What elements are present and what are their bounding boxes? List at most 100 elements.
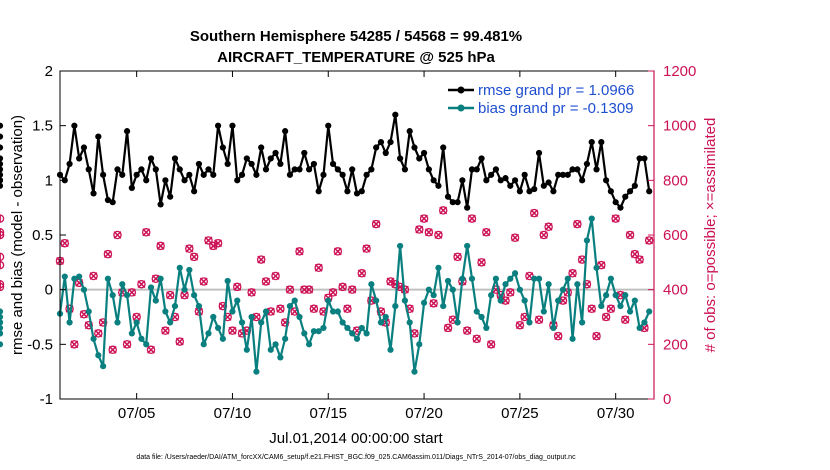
rmse-point (229, 122, 236, 129)
obs-count-point (343, 304, 352, 314)
rmse-point (387, 138, 394, 146)
obs-count-point (601, 312, 611, 322)
obs-count-point (0, 260, 5, 270)
obs-count-point (419, 214, 429, 223)
rmse-point (191, 188, 198, 195)
rmse-point (76, 155, 83, 162)
bias-point (248, 313, 255, 321)
bias-point (267, 346, 274, 353)
obs-count-point (415, 225, 424, 234)
obs-count-point (534, 315, 544, 324)
obs-count-point (371, 219, 381, 229)
rmse-point (641, 155, 648, 162)
obs-count-point (482, 228, 491, 237)
chart-title: Southern Hemisphere 54285 / 54568 = 99.4… (190, 28, 522, 45)
obs-count-point (276, 304, 285, 314)
rmse-point (502, 175, 509, 182)
obs-count-point (434, 230, 443, 240)
rmse-series-line (59, 113, 651, 209)
rmse-point (382, 149, 389, 157)
bias-point (85, 308, 92, 315)
rmse-point (152, 166, 159, 173)
rmse-point (368, 166, 375, 173)
bias-point (128, 330, 135, 337)
y-tick-label-left: 1 (45, 172, 53, 189)
bias-point (80, 286, 88, 293)
bias-point (224, 277, 231, 285)
bias-point (210, 313, 217, 321)
bias-point (167, 319, 174, 326)
data-file-footnote: data file: /Users/raeder/DAI/ATM_forcXX/… (136, 454, 576, 461)
rmse-point (282, 128, 289, 135)
obs-count-point (621, 315, 630, 324)
obs-count-point (443, 323, 453, 333)
rmse-point (344, 188, 351, 195)
obs-count-point (295, 247, 304, 256)
rmse-point (114, 166, 121, 173)
rmse-point (564, 171, 571, 178)
rmse-point (531, 185, 538, 193)
rmse-point (66, 160, 73, 168)
bias-point (502, 281, 509, 288)
bias-point (76, 273, 83, 280)
obs-count-point (256, 255, 266, 264)
rmse-point (325, 122, 332, 129)
rmse-point (353, 190, 361, 197)
rmse-point (0, 155, 4, 162)
rmse-point (607, 188, 614, 195)
rmse-point (315, 188, 322, 195)
bias-point (468, 275, 476, 282)
rmse-point (617, 204, 624, 211)
rmse-point (497, 177, 504, 184)
bias-point (435, 264, 442, 271)
obs-count-point (333, 247, 343, 256)
obs-count-point (314, 263, 323, 273)
rmse-point (550, 188, 557, 195)
bias-point (430, 292, 437, 299)
obs-count-point (285, 285, 295, 294)
rmse-point (71, 122, 78, 129)
rmse-point (310, 160, 317, 168)
obs-count-point (510, 233, 520, 242)
obs-count-point (539, 230, 549, 240)
rmse-point (147, 155, 155, 162)
bias-point (646, 308, 653, 315)
bias-point (315, 328, 322, 335)
rmse-point (358, 188, 365, 195)
bias-point (205, 330, 212, 337)
rmse-point (205, 166, 212, 173)
bias-point (329, 308, 337, 315)
obs-count-point (247, 288, 256, 297)
rmse-point (449, 199, 456, 206)
rmse-point (0, 177, 4, 184)
rmse-point (535, 149, 543, 157)
bias-point (583, 237, 591, 244)
bias-point (66, 319, 73, 326)
y-axis-left-label: rmse and bias (model - observation) (9, 115, 26, 355)
bias-point (353, 335, 361, 342)
rmse-point (0, 171, 4, 178)
obs-count-point (60, 238, 70, 248)
rmse-point (119, 171, 126, 178)
rmse-point (272, 149, 279, 157)
bias-point (90, 335, 97, 342)
rmse-point (511, 177, 519, 184)
legend-rmse-label: rmse grand pr = 1.0966 (478, 82, 634, 99)
rmse-point (559, 171, 567, 178)
rmse-point (526, 188, 533, 195)
y-tick-label-right: 0 (663, 391, 671, 408)
bias-point (454, 319, 461, 326)
rmse-point (440, 144, 447, 151)
rmse-point (186, 171, 193, 178)
rmse-point (104, 196, 112, 204)
rmse-point (454, 199, 461, 206)
bias-point (440, 302, 447, 310)
bias-point (363, 330, 370, 337)
rmse-point (167, 193, 174, 200)
bias-point (387, 346, 394, 353)
bias-point (602, 292, 610, 299)
bias-point (0, 319, 4, 326)
obs-count-point (213, 238, 223, 248)
bias-point (339, 319, 346, 326)
rmse-point (363, 171, 370, 178)
